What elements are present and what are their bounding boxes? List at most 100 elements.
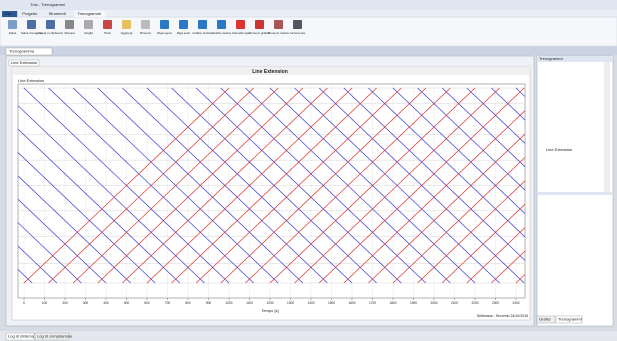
x-tick-label: 1100	[246, 301, 253, 305]
document-tab-label: Trenogramma	[9, 49, 35, 54]
train-path	[245, 87, 451, 284]
x-tick-label: 1500	[328, 301, 335, 305]
button-icon[interactable]	[274, 20, 283, 29]
button-icon[interactable]	[8, 20, 17, 29]
train-path	[146, 87, 353, 284]
train-path	[417, 180, 525, 284]
button-icon[interactable]	[217, 20, 226, 29]
bottom-bar	[0, 331, 617, 341]
button-icon[interactable]	[84, 20, 93, 29]
x-tick-label: 2100	[451, 301, 458, 305]
train-path	[18, 105, 205, 284]
train-path	[18, 175, 131, 284]
x-axis-label: Tempo [s]	[261, 308, 278, 313]
ribbon-tab-label: Strumenti	[49, 11, 66, 16]
button-label: Aggiungi	[121, 31, 133, 35]
panel-tab[interactable]	[536, 315, 556, 324]
tab-bar	[0, 10, 617, 17]
button-icon[interactable]	[179, 20, 188, 29]
train-path	[23, 87, 230, 284]
button-label: Riga sopra	[157, 31, 172, 35]
train-path	[122, 87, 328, 284]
bottom-tab-label: Log di compilazione	[37, 334, 73, 339]
button-icon[interactable]	[198, 20, 207, 29]
x-tick-label: 200	[62, 301, 68, 305]
side-panel-header	[537, 56, 613, 62]
train-path	[171, 87, 377, 284]
tree	[604, 62, 610, 192]
x-tick-label: 1900	[410, 301, 417, 305]
chart-tab-label: Line Extension	[11, 60, 37, 65]
panel-tab-label: Grafici	[539, 317, 551, 322]
button-icon[interactable]	[141, 20, 150, 29]
train-path	[466, 87, 525, 144]
train-path	[18, 152, 156, 284]
bottom-tab-label: Log di sistema	[8, 334, 35, 339]
button-icon[interactable]	[103, 20, 112, 29]
button-label: Cancella riga	[232, 31, 250, 35]
train-path	[269, 87, 476, 284]
button-label: Salva	[9, 31, 17, 35]
train-path	[18, 222, 82, 284]
tree-item[interactable]: Line Extension	[546, 147, 572, 152]
button-icon[interactable]	[27, 20, 36, 29]
x-tick-label: 100	[42, 301, 48, 305]
train-path	[294, 87, 500, 284]
button-label: Rimuovi grafico	[249, 31, 270, 35]
ribbon-tab[interactable]	[74, 11, 106, 17]
button-label: Incrementa	[290, 31, 305, 35]
x-tick-label: 1700	[369, 301, 376, 305]
train-path	[441, 87, 525, 168]
train-path	[18, 245, 58, 284]
x-tick-label: 400	[103, 301, 109, 305]
button-label: Riga sotto	[177, 31, 191, 35]
ribbon-tab-label: Progetto	[22, 11, 38, 16]
x-tick-label: 2300	[492, 301, 499, 305]
train-path	[48, 87, 254, 284]
bottom-tab[interactable]	[34, 332, 70, 341]
button-icon[interactable]	[122, 20, 131, 29]
train-path	[220, 87, 427, 284]
chart-title: Line Extension	[252, 69, 288, 75]
x-tick-label: 2200	[471, 301, 478, 305]
button-label: Grafico destra	[212, 31, 231, 35]
document-tab[interactable]	[5, 47, 53, 56]
train-path	[466, 227, 525, 284]
plot-frame	[17, 83, 526, 299]
button-label: Copia in clipboard	[38, 31, 62, 35]
train-path	[368, 133, 525, 284]
x-tick-label: 300	[83, 301, 89, 305]
chart-tab[interactable]	[8, 59, 40, 67]
x-tick-label: 2000	[430, 301, 437, 305]
x-tick-label: 1400	[307, 301, 314, 305]
title-bar	[0, 0, 617, 10]
x-tick-label: 1300	[287, 301, 294, 305]
panel-tab-label: Trenogrammi	[558, 317, 582, 322]
x-tick-label: 1200	[266, 301, 273, 305]
chart-subtitle: Line Extension	[18, 78, 44, 83]
x-tick-label: 1600	[348, 301, 355, 305]
button-icon[interactable]	[65, 20, 74, 29]
bottom-tab[interactable]	[5, 332, 35, 341]
x-tick-label: 2400	[512, 301, 519, 305]
x-tick-label: 500	[124, 301, 130, 305]
scrollbar	[604, 62, 610, 192]
doc-bar	[0, 47, 617, 55]
train-path	[195, 87, 402, 284]
panel-tab[interactable]	[555, 315, 583, 324]
ribbon-tab-label: File	[5, 11, 12, 16]
button-icon[interactable]	[293, 20, 302, 29]
button-icon[interactable]	[160, 20, 169, 29]
button-label: Salva immagine	[21, 31, 43, 35]
x-tick-label: 900	[206, 301, 212, 305]
status-text: Settimana - Secondo 24/10/2016	[477, 314, 528, 318]
x-tick-label: 700	[165, 301, 171, 305]
button-icon[interactable]	[46, 20, 55, 29]
button-label: Rimuovi marcia	[268, 31, 289, 35]
ribbon-tab-label: Trenogrammi	[77, 11, 101, 16]
button-icon[interactable]	[255, 20, 264, 29]
button-icon[interactable]	[236, 20, 245, 29]
ribbon-tab[interactable]	[2, 11, 18, 17]
